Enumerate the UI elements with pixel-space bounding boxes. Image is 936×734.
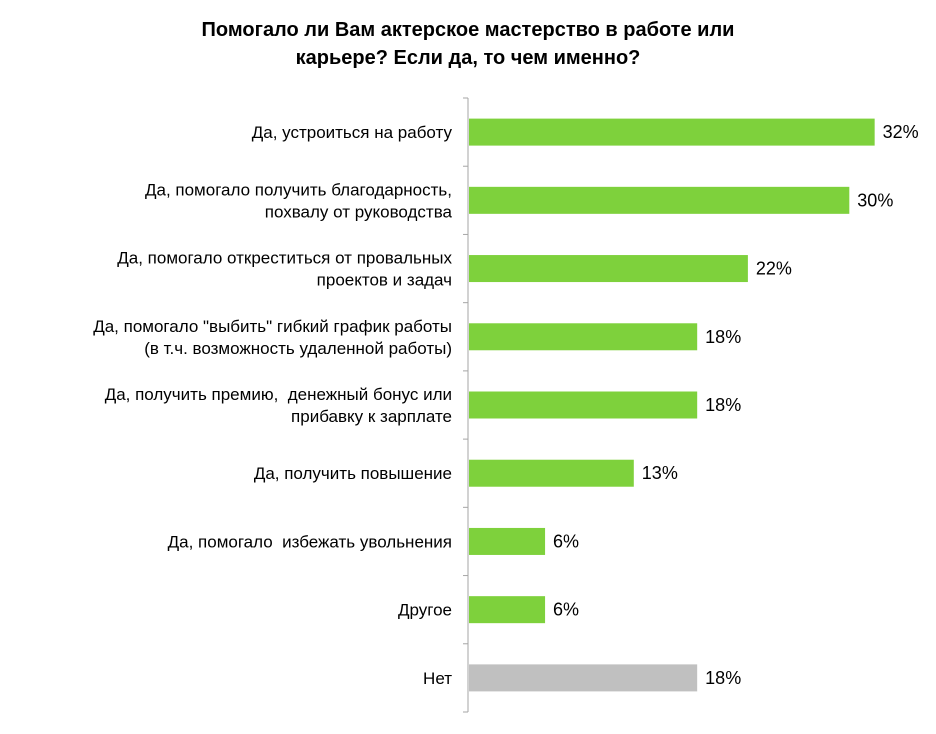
category-label: Да, помогало избежать увольнения	[168, 532, 452, 551]
category-label: Да, получить повышение	[254, 464, 452, 483]
category-label: похвалу от руководства	[265, 202, 453, 221]
category-label: Нет	[423, 669, 452, 688]
bar	[469, 596, 546, 624]
chart-title-line-2: карьере? Если да, то чем именно?	[295, 47, 641, 69]
bar	[469, 459, 634, 487]
value-label: 6%	[553, 531, 579, 551]
category-label: Да, помогало откреститься от провальных	[117, 249, 452, 268]
value-label: 32%	[883, 122, 919, 142]
value-label: 6%	[553, 600, 579, 620]
category-label: (в т.ч. возможность удаленной работы)	[144, 339, 452, 358]
category-label: Другое	[398, 601, 452, 620]
category-label: проектов и задач	[317, 271, 452, 290]
value-label: 22%	[756, 259, 792, 279]
chart-title-line-1: Помогало ли Вам актерское мастерство в р…	[201, 19, 735, 41]
value-label: 30%	[857, 190, 893, 210]
chart-title: Помогало ли Вам актерское мастерство в р…	[60, 16, 876, 72]
bar	[469, 186, 850, 214]
value-label: 18%	[705, 395, 741, 415]
bar	[469, 664, 698, 692]
value-label: 18%	[705, 327, 741, 347]
value-labels: 32% 30% 22% 18% 18% 13% 6% 6% 18%	[553, 122, 919, 688]
category-label: Да, устроиться на работу	[252, 123, 453, 142]
value-label: 13%	[642, 463, 678, 483]
category-label: прибавку к зарплате	[291, 407, 452, 426]
category-label: Да, помогало получить благодарность,	[145, 180, 452, 199]
bars	[469, 118, 875, 692]
value-label: 18%	[705, 668, 741, 688]
bar	[469, 255, 748, 283]
bar	[469, 118, 875, 146]
category-label: Да, получить премию, денежный бонус или	[105, 385, 452, 404]
category-labels: Да, устроиться на работу Да, помогало пол…	[93, 123, 452, 688]
category-label: Да, помогало "выбить" гибкий график рабо…	[93, 317, 452, 336]
category-axis-ticks	[463, 97, 468, 713]
bar	[469, 527, 546, 555]
bar	[469, 323, 698, 351]
bar	[469, 391, 698, 419]
